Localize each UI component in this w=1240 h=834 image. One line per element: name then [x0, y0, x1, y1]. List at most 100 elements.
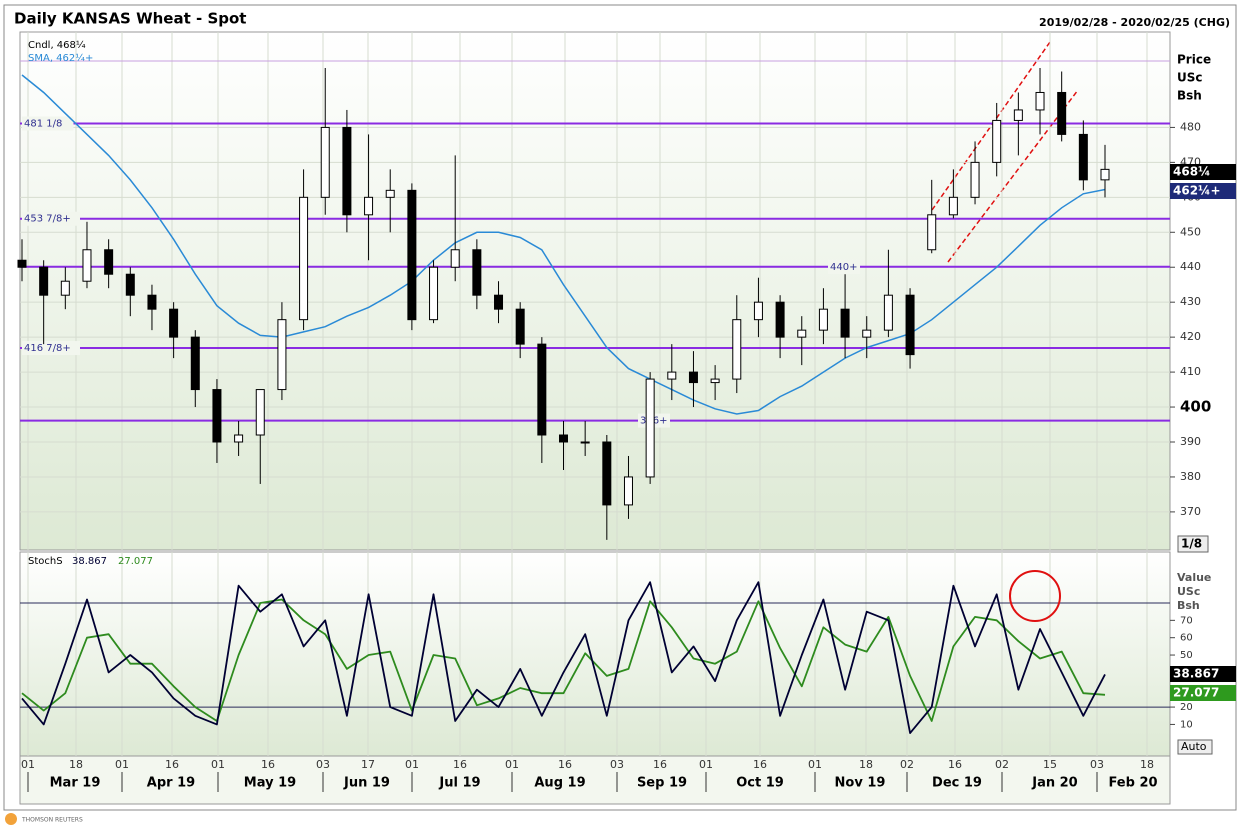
x-tick-label: 01	[505, 758, 519, 771]
month-label: Jun 19	[343, 776, 390, 791]
candle-body	[299, 196, 309, 321]
candle-body	[82, 249, 92, 282]
candle-body	[385, 189, 395, 198]
candle-body	[948, 196, 958, 216]
month-label: May 19	[244, 776, 296, 791]
x-tick-label: 18	[1140, 758, 1154, 771]
scale-box-label: 1/8	[1181, 537, 1202, 551]
price-tag	[1170, 183, 1236, 199]
y-tick-label: 10	[1180, 719, 1193, 730]
candle-body	[883, 294, 893, 331]
price-tag-label: 462¼+	[1173, 184, 1221, 198]
y-tick-label: 20	[1180, 702, 1193, 713]
candle-body	[797, 329, 807, 338]
x-tick-label: 18	[859, 758, 873, 771]
candle-body	[494, 294, 504, 310]
y-tick-label: 380	[1180, 470, 1201, 483]
legend-entry: 27.077	[118, 556, 153, 567]
candle-body	[277, 319, 287, 391]
level-label-bg	[828, 259, 860, 274]
x-tick-label: 16	[948, 758, 962, 771]
axis-label: USc	[1177, 585, 1200, 598]
candle-body	[104, 249, 114, 275]
stoch-line	[21, 581, 1106, 734]
candle-body	[818, 308, 828, 331]
candle-body	[1035, 91, 1045, 111]
candle-body	[775, 301, 785, 338]
x-tick-label: 03	[610, 758, 624, 771]
price-tag	[1170, 164, 1236, 180]
legend-entry: SMA, 462¼+	[28, 52, 93, 64]
stoch-line	[21, 598, 1106, 722]
candle-body	[753, 301, 763, 321]
x-tick-label: 16	[453, 758, 467, 771]
x-axis-panel	[19, 755, 1171, 805]
candle-body	[472, 249, 482, 296]
scale-box-label: Auto	[1181, 740, 1207, 753]
y-tick-label: 440	[1180, 260, 1201, 273]
x-tick-label: 03	[316, 758, 330, 771]
x-tick-label: 01	[405, 758, 419, 771]
level-label-bg	[22, 211, 80, 226]
candle-body	[429, 266, 439, 321]
reuters-logo	[5, 813, 17, 825]
footer: THOMSON REUTERS	[21, 817, 83, 824]
axis-label: Price	[1177, 53, 1211, 67]
date-range: 2019/02/28 - 2020/02/25 (CHG)	[1039, 16, 1230, 29]
candle-body	[320, 126, 330, 198]
axis-label: Bsh	[1177, 89, 1202, 103]
candle-body	[580, 441, 590, 444]
y-tick-label: 420	[1180, 330, 1201, 343]
candle-body	[125, 273, 135, 296]
y-tick-label: 410	[1180, 365, 1201, 378]
candle-body	[212, 389, 222, 443]
x-tick-label: 03	[1090, 758, 1104, 771]
stoch-panel	[19, 551, 1171, 757]
x-tick-label: 16	[261, 758, 275, 771]
x-tick-label: 16	[653, 758, 667, 771]
y-tick-label: 60	[1180, 633, 1193, 644]
axis-label: Bsh	[1177, 599, 1200, 612]
month-label: Apr 19	[147, 776, 195, 791]
axis-label: USc	[1177, 71, 1203, 85]
x-tick-label: 18	[69, 758, 83, 771]
candle-body	[147, 294, 157, 310]
candle-body	[862, 329, 872, 338]
x-tick-label: 16	[753, 758, 767, 771]
x-tick-label: 17	[361, 758, 375, 771]
candle-body	[255, 389, 265, 436]
price-tag-label: 468¼	[1173, 165, 1210, 179]
candle-body	[927, 214, 937, 251]
channel-line	[947, 89, 1079, 263]
candle-body	[559, 434, 568, 443]
highlight-circle	[1009, 570, 1061, 622]
candle-body	[234, 434, 244, 443]
value-tag	[1170, 685, 1236, 701]
y-tick-label: 50	[1180, 650, 1193, 661]
x-tick-label: 02	[995, 758, 1009, 771]
candle-body	[450, 249, 460, 268]
candle-body	[732, 319, 742, 380]
axis-label: Value	[1177, 571, 1211, 584]
x-tick-label: 01	[211, 758, 225, 771]
x-tick-label: 01	[115, 758, 129, 771]
month-label: Feb 20	[1108, 776, 1157, 791]
month-label: Oct 19	[736, 776, 784, 791]
candle-body	[537, 343, 547, 436]
sma-line	[21, 74, 1106, 415]
candle-body	[1100, 168, 1110, 181]
month-label: Dec 19	[932, 776, 982, 791]
candle-body	[667, 371, 677, 380]
candle-body	[688, 371, 698, 384]
x-tick-label: 16	[165, 758, 179, 771]
channel-line	[931, 41, 1051, 211]
candle-body	[905, 294, 915, 356]
y-tick-label: 390	[1180, 435, 1201, 448]
frame	[3, 4, 1237, 811]
y-tick-label: 480	[1180, 120, 1201, 133]
level-label-bg	[22, 341, 80, 356]
candle-body	[1013, 109, 1023, 121]
x-tick-label: 01	[21, 758, 35, 771]
candle-body	[60, 280, 70, 296]
x-tick-label: 16	[558, 758, 572, 771]
